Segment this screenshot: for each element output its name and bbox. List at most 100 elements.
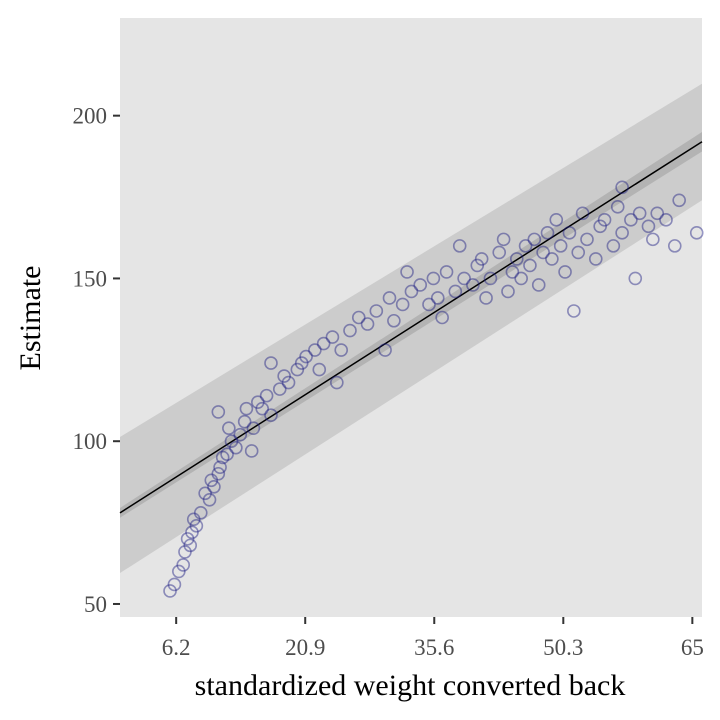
data-point: [558, 265, 572, 279]
data-point: [404, 284, 419, 299]
data-point: [448, 284, 463, 299]
data-point: [330, 375, 344, 390]
data-point: [606, 239, 621, 253]
data-point: [290, 362, 305, 377]
data-point: [470, 258, 485, 273]
data-point: [163, 584, 177, 598]
data-point: [588, 252, 603, 266]
data-point: [457, 271, 471, 286]
data-point: [659, 213, 673, 227]
data-point: [527, 232, 542, 247]
data-point: [360, 317, 375, 331]
data-point: [387, 313, 401, 328]
data-point: [610, 200, 625, 214]
data-point: [667, 239, 682, 253]
data-point: [308, 343, 322, 357]
data-point: [233, 427, 248, 442]
data-point: [222, 421, 236, 435]
data-point: [413, 278, 428, 292]
data-point: [549, 213, 564, 227]
data-point: [426, 271, 441, 286]
data-point: [213, 460, 227, 475]
regression-line: [119, 141, 703, 514]
data-point: [244, 444, 259, 458]
data-point: [597, 213, 612, 227]
y-tick-label: 100: [73, 429, 108, 454]
data-point: [334, 343, 349, 357]
data-point: [369, 304, 384, 318]
data-point: [193, 506, 208, 520]
data-point: [466, 278, 480, 292]
y-axis-label: Estimate: [14, 266, 47, 371]
data-point: [514, 271, 528, 286]
data-point: [351, 310, 366, 325]
y-tick-label: 50: [84, 592, 107, 617]
data-point: [593, 219, 607, 234]
data-point: [580, 232, 594, 247]
data-point: [492, 245, 507, 260]
data-point: [382, 291, 397, 305]
data-point: [531, 278, 546, 292]
data-point: [479, 291, 493, 305]
data-point: [430, 291, 445, 305]
data-point: [689, 226, 704, 240]
data-point: [186, 512, 201, 527]
x-tick-label: 6.2: [162, 635, 191, 660]
data-point: [255, 401, 270, 416]
data-point: [575, 206, 590, 221]
data-point: [220, 447, 234, 462]
data-point: [224, 434, 239, 449]
data-point: [505, 265, 520, 279]
data-point: [496, 232, 511, 247]
data-point: [207, 479, 221, 494]
data-point: [518, 239, 533, 253]
data-point: [395, 297, 410, 312]
data-point: [422, 297, 436, 312]
data-point: [553, 239, 568, 253]
data-point: [211, 405, 226, 419]
data-point: [325, 330, 340, 344]
data-point: [571, 245, 586, 260]
data-point: [281, 375, 296, 390]
data-point: [237, 414, 252, 429]
data-point: [545, 252, 559, 266]
data-point: [501, 284, 515, 299]
data-point: [176, 558, 191, 572]
data-point: [452, 239, 467, 253]
data-point: [624, 213, 638, 227]
data-point: [536, 245, 550, 260]
data-point: [615, 180, 629, 195]
data-point: [439, 265, 454, 279]
data-point: [189, 519, 204, 533]
confidence-band: [120, 131, 702, 518]
x-axis-label: standardized weight converted back: [195, 669, 626, 702]
data-point: [615, 226, 629, 240]
data-point: [641, 219, 656, 234]
data-point: [259, 388, 274, 403]
data-point: [672, 193, 686, 208]
data-point: [312, 362, 327, 377]
data-point: [299, 349, 313, 364]
data-point: [264, 356, 278, 370]
data-point: [264, 408, 278, 422]
data-point: [378, 343, 392, 357]
data-point: [523, 258, 537, 273]
x-tick-label: 35.6: [414, 635, 454, 660]
data-point: [215, 450, 230, 465]
data-point: [239, 401, 254, 416]
data-point: [540, 226, 555, 240]
data-point: [294, 356, 309, 370]
x-tick-label: 20.9: [285, 635, 325, 660]
data-point: [185, 525, 199, 540]
data-point: [650, 206, 665, 221]
data-point: [204, 473, 219, 488]
data-point: [167, 577, 182, 592]
data-point: [172, 564, 186, 579]
data-point: [198, 486, 212, 501]
data-point: [483, 271, 498, 286]
data-point: [277, 369, 291, 383]
y-tick-label: 200: [73, 104, 108, 129]
data-point: [646, 232, 660, 247]
data-point: [272, 382, 287, 396]
data-point: [343, 323, 357, 338]
